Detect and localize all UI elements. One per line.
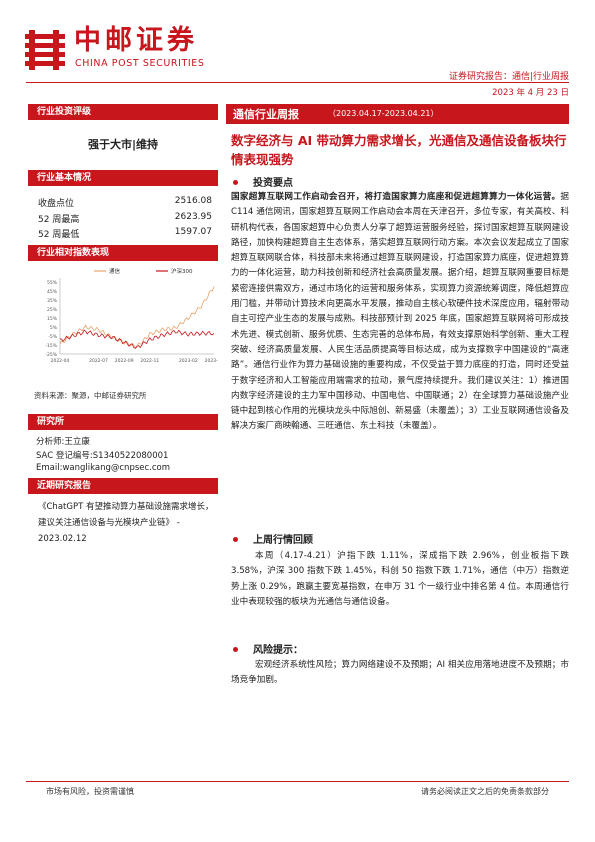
y-tick-label: -15% — [45, 343, 57, 349]
footer-risk-note: 市场有风险，投资需谨慎 — [46, 787, 134, 796]
x-tick-label: 2022-09 — [115, 358, 134, 364]
section-title-market-review: 上周行情回顾 — [253, 535, 313, 546]
recent-section-header: 近期研究报告 — [28, 478, 218, 494]
section-title-key-points: 投资要点 — [253, 178, 293, 189]
header-divider — [26, 82, 569, 83]
key-points-body: 据 C114 通信网讯，国家超算互联网工作启动会本周在天津召开，多位专家，有关高… — [231, 192, 569, 432]
y-tick-label: 35% — [47, 298, 58, 304]
chart-section-header: 行业相对指数表现 — [28, 245, 218, 261]
research-section-header: 研究所 — [28, 414, 218, 430]
key-points-lead: 国家超算互联网工作启动会召开，将打造国家算力底座和促进超算算力一体化运营。 — [231, 192, 561, 202]
x-tick-label: 2023-02 — [179, 358, 198, 364]
logo-text-cn: 中邮证券 — [74, 25, 198, 56]
legend-label: 沪深300 — [171, 267, 193, 275]
chart-source: 资料来源：聚源，中邮证券研究所 — [34, 391, 147, 400]
series-line-0 — [59, 286, 215, 349]
stat-label-low: 52 周最低 — [38, 230, 80, 240]
report-type-tag: 证券研究报告：通信|行业周报 — [448, 72, 569, 82]
x-tick-label: 2022-04 — [51, 358, 70, 364]
stat-value-high: 2623.95 — [174, 212, 212, 222]
section-body-risk: 宏观经济系统性风险；算力网络建设不及预期；AI 相关应用落地进度不及预期；市场竞… — [231, 660, 569, 686]
rating-section-header: 行业投资评级 — [28, 104, 218, 120]
stat-value-close: 2516.08 — [174, 196, 212, 206]
series-line-1 — [59, 329, 215, 349]
y-tick-label: 15% — [47, 316, 58, 322]
analyst-name: 分析师:王立康 — [36, 437, 90, 447]
analyst-sac: SAC 登记编号:S1340522080001 — [36, 451, 169, 461]
legend-label: 通信 — [109, 267, 121, 275]
headline: 数字经济与 AI 带动算力需求增长，光通信及通信设备板块行情表现强势 — [231, 133, 567, 167]
logo-text-en: CHINA POST SECURITIES — [75, 58, 205, 69]
bullet-icon — [233, 180, 238, 185]
y-tick-label: -5% — [48, 334, 57, 340]
recent-report-link[interactable]: 《ChatGPT 有望推动算力基础设施需求增长，建议关注通信设备与光模块产业链》… — [38, 502, 214, 544]
x-tick-label: 2023-04 — [205, 358, 218, 364]
footer-disclaimer-note: 请务必阅读正文之后的免责条款部分 — [421, 787, 549, 796]
section-body-key-points: 国家超算互联网工作启动会召开，将打造国家算力底座和促进超算算力一体化运营。据 C… — [231, 190, 569, 435]
y-tick-label: 45% — [47, 289, 58, 295]
logo-mark-icon — [25, 30, 65, 70]
stat-value-low: 1597.07 — [174, 227, 212, 237]
y-tick-label: -25% — [45, 352, 57, 358]
stat-label-close: 收盘点位 — [38, 199, 75, 209]
industry-rating: 强于大市|维持 — [87, 138, 159, 151]
bullet-icon — [233, 537, 238, 542]
section-title-risk: 风险提示： — [253, 645, 303, 656]
title-bar — [226, 104, 569, 124]
y-tick-label: 5% — [50, 325, 58, 331]
x-tick-label: 2022-11 — [140, 358, 159, 364]
report-period: （2023.04.17-2023.04.21） — [328, 109, 439, 118]
report-date: 2023 年 4 月 23 日 — [492, 88, 569, 98]
analyst-email[interactable]: Email:wanglikang@cnpsec.com — [36, 463, 171, 473]
basics-section-header: 行业基本情况 — [28, 170, 218, 186]
report-title: 通信行业周报 — [233, 108, 299, 121]
x-tick-label: 2022-07 — [89, 358, 108, 364]
y-tick-label: 25% — [47, 307, 58, 313]
y-tick-label: 55% — [47, 280, 58, 286]
section-body-market-review: 本周（4.17-4.21）沪指下跌 1.11%，深成指下跌 2.96%，创业板指… — [231, 551, 569, 607]
footer-divider — [26, 781, 569, 782]
stat-label-high: 52 周最高 — [38, 215, 80, 225]
relative-index-chart: 55% 45% 35% 25% 15% 5% -5% -15% -25%2022-04 2022-… — [45, 267, 218, 364]
bullet-icon — [233, 647, 238, 652]
